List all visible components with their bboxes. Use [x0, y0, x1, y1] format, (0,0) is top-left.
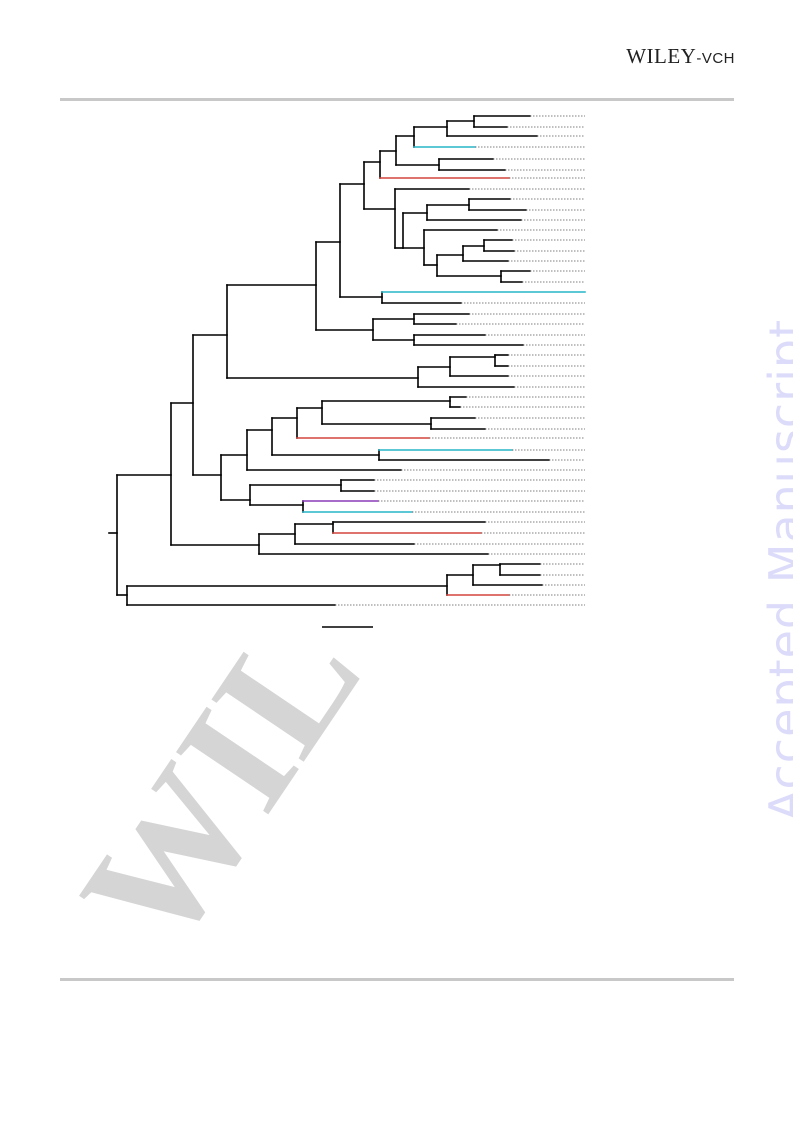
header-rule [60, 98, 734, 101]
footer-rule [60, 978, 734, 981]
leader-lines [335, 115, 585, 606]
publisher-logo-sub: -VCH [696, 50, 735, 67]
svg-text:WIL: WIL [45, 586, 396, 981]
publisher-logo-main: WILEY [626, 44, 697, 68]
publisher-logo: WILEY-VCH [626, 44, 735, 69]
phylogenetic-tree [108, 115, 586, 606]
wiley-watermark-logo: WIL [45, 586, 396, 981]
